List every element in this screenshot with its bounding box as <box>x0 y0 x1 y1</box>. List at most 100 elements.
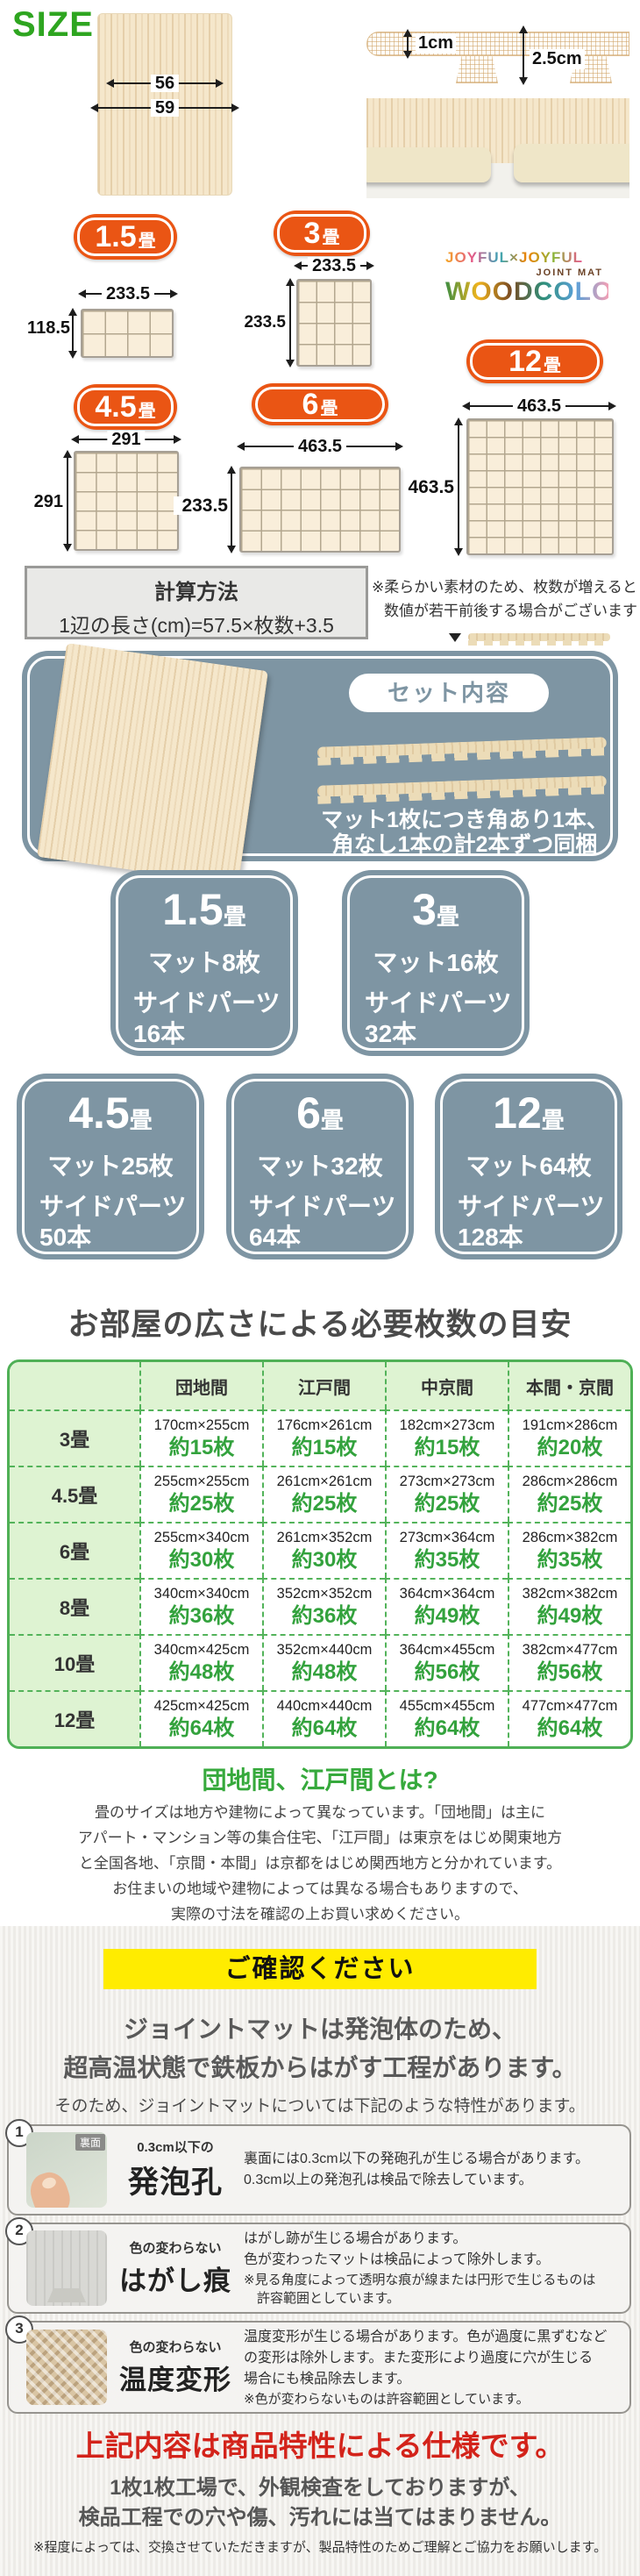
layout-badge-6: 6 畳 <box>252 383 388 425</box>
table-cell: 170cm×255cm 約15枚 <box>139 1409 262 1466</box>
set-card-size: 6畳 <box>296 1088 344 1138</box>
notice-sub-line: そのため、ジョイントマットについては下記のような特性があります。 <box>54 2097 586 2116</box>
feature-label-small: 色の変わらない <box>129 2340 222 2355</box>
width-arrow-4-5: 291 <box>72 431 181 448</box>
height-label: 233.5 <box>174 496 230 515</box>
feature-label-big: 発泡孔 <box>127 2166 223 2200</box>
feature-desc-note: ※色が変わらないものは許容範囲としています。 <box>244 2391 530 2407</box>
feature-desc-line: の変形は除外します。また変形により過度に穴が生じる <box>244 2350 594 2365</box>
calc-note-line1: ※柔らかい素材のため、枚数が増えると <box>372 579 637 596</box>
width-arrow-1-5: 233.5 <box>79 285 177 303</box>
feature-photo-weave <box>26 2330 107 2405</box>
feature-desc-line: 色が変わったマットは検品によって除外します。 <box>244 2252 551 2267</box>
table-cell: 273cm×273cm 約25枚 <box>385 1466 508 1522</box>
badge-unit: 畳 <box>320 399 338 418</box>
width-label: 291 <box>107 431 146 448</box>
footer-line1: 1枚1枚工場で、外観検査をしておりますが、 <box>110 2476 530 2500</box>
edge-height-arrow <box>517 26 530 84</box>
tatami-explainer-line: お住まいの地域や建物によっては異なる場合もありますので、 <box>112 1880 528 1897</box>
table-cell: 255cm×340cm 約30枚 <box>139 1522 262 1578</box>
set-contents-title: セット内容 <box>349 674 549 712</box>
badge-number: 4.5 <box>95 390 137 424</box>
feature-label-big: はがし痕 <box>119 2266 231 2296</box>
feature-label-small: 色の変わらない <box>129 2241 222 2256</box>
table-cell: 261cm×352cm 約30枚 <box>262 1522 385 1578</box>
set-card-6: 6畳 マット32枚 サイドパーツ 64本 <box>226 1074 414 1259</box>
layout-badge-1-5: 1.5 畳 <box>74 214 177 260</box>
logo-line2: JOINT MAT <box>536 268 603 278</box>
set-card-3: 3畳 マット16枚 サイドパーツ 32本 <box>342 870 530 1056</box>
set-contents-line1: マット1枚につき角あり1本、 <box>321 808 608 832</box>
width-label: 233.5 <box>307 257 361 275</box>
table-cell: 352cm×440cm 約48枚 <box>262 1634 385 1690</box>
table-cell: 382cm×477cm 約56枚 <box>508 1634 630 1690</box>
table-cell: 273cm×364cm 約35枚 <box>385 1522 508 1578</box>
column-header: 中京間 <box>385 1362 508 1409</box>
footer-note: ※程度によっては、交換させていただきますが、製品特性のためご理解とご協力をお願い… <box>32 2540 608 2555</box>
width-label: 463.5 <box>512 397 566 415</box>
set-card-mats: マット8枚 <box>148 949 260 976</box>
height-label: 463.5 <box>396 478 456 496</box>
table-cell: 261cm×261cm 約25枚 <box>262 1466 385 1522</box>
table-cell: 286cm×286cm 約25枚 <box>508 1466 630 1522</box>
feature-desc-note: 許容範囲としています。 <box>244 2291 401 2306</box>
badge-number: 6 <box>302 388 319 421</box>
width-arrow-6: 463.5 <box>238 438 402 455</box>
set-card-mats: マット32枚 <box>257 1152 383 1180</box>
mat-product-photo <box>37 643 268 885</box>
set-card-size: 1.5畳 <box>162 885 246 934</box>
layout-badge-4-5: 4.5 畳 <box>74 384 177 430</box>
feature-desc-line: 場合にも検品除去します。 <box>244 2371 411 2387</box>
badge-unit: 畳 <box>138 232 156 251</box>
width-label: 233.5 <box>101 285 155 303</box>
foam-edge <box>514 144 629 182</box>
table-cell: 352cm×352cm 約36枚 <box>262 1578 385 1634</box>
column-header: 団地間 <box>139 1362 262 1409</box>
height-arrow-1-5 <box>67 309 79 358</box>
feature-desc-line: はがし跡が生じる場合があります。 <box>244 2231 467 2246</box>
calc-note-line2: 数値が若干前後する場合がございます <box>384 603 637 619</box>
width-label: 463.5 <box>293 438 347 455</box>
table-cell: 340cm×340cm 約36枚 <box>139 1578 262 1634</box>
tatami-explainer-line: 実際の寸法を確認の上お買い求めください。 <box>171 1906 469 1923</box>
table-cell: 364cm×364cm 約49枚 <box>385 1578 508 1634</box>
height-arrow-4-5 <box>61 451 74 551</box>
column-header: 江戸間 <box>262 1362 385 1409</box>
mat-inner-width-arrow: 56 <box>107 75 223 92</box>
tatami-explainer-line: アパート・マンション等の集合住宅、「江戸間」は東京をはじめ関東地方 <box>77 1830 563 1846</box>
set-card-mats: マット25枚 <box>47 1152 174 1180</box>
height-arrow-12 <box>452 418 465 555</box>
set-card-mats: マット64枚 <box>466 1152 592 1180</box>
row-header: 6畳 <box>10 1522 139 1578</box>
down-arrow-marker <box>449 633 461 642</box>
mat-outer-width-label: 59 <box>150 99 180 117</box>
layout-grid-6 <box>239 467 401 553</box>
badge-number: 3 <box>303 217 321 250</box>
edge-height-label: 2.5cm <box>530 49 585 69</box>
feature-description: 温度変形が生じる場合があります。色が過度に黒ずむなど の変形は除外します。また変… <box>244 2327 621 2408</box>
thickness-arrow <box>402 30 414 58</box>
feature-desc-line: 0.3cm以上の発泡孔は検品で除去しています。 <box>244 2173 533 2187</box>
set-card-sideparts: サイドパーツ 64本 <box>249 1193 396 1251</box>
peel-mark-shape <box>47 2288 86 2302</box>
feature-label: 色の変わらない はがし痕 <box>117 2238 233 2298</box>
mat-outer-width-arrow: 59 <box>91 99 238 117</box>
calc-method-formula: 1辺の長さ(cm)=57.5×枚数+3.5 <box>59 614 334 637</box>
cross-section-tab <box>456 55 498 83</box>
feature-description: はがし跡が生じる場合があります。 色が変わったマットは検品によって除外します。 … <box>244 2229 621 2308</box>
set-card-size: 3畳 <box>412 885 459 934</box>
row-header: 10畳 <box>10 1634 139 1690</box>
mat-inner-width-label: 56 <box>150 75 180 92</box>
height-label: 233.5 <box>233 314 288 331</box>
notice-headline-line2: 超高温状態で鉄板からはがす工程があります。 <box>63 2054 577 2081</box>
tatami-explainer-heading: 団地間、江戸間とは? <box>202 1766 438 1794</box>
thickness-label: 1cm <box>416 33 457 54</box>
feature-card-heat-deformation: 3 色の変わらない 温度変形 温度変形が生じる場合があります。色が過度に黒ずむな… <box>5 2316 631 2414</box>
mat-cross-section: 1cm 2.5cm <box>366 18 629 96</box>
table-cell: 176cm×261cm 約15枚 <box>262 1409 385 1466</box>
set-card-4-5: 4.5畳 マット25枚 サイドパーツ 50本 <box>17 1074 204 1259</box>
logo-line3: WOODCOLOR <box>445 277 633 306</box>
set-card-sideparts: サイドパーツ 16本 <box>133 989 281 1047</box>
layout-badge-3: 3 畳 <box>274 211 370 256</box>
layout-grid-12 <box>466 418 614 555</box>
